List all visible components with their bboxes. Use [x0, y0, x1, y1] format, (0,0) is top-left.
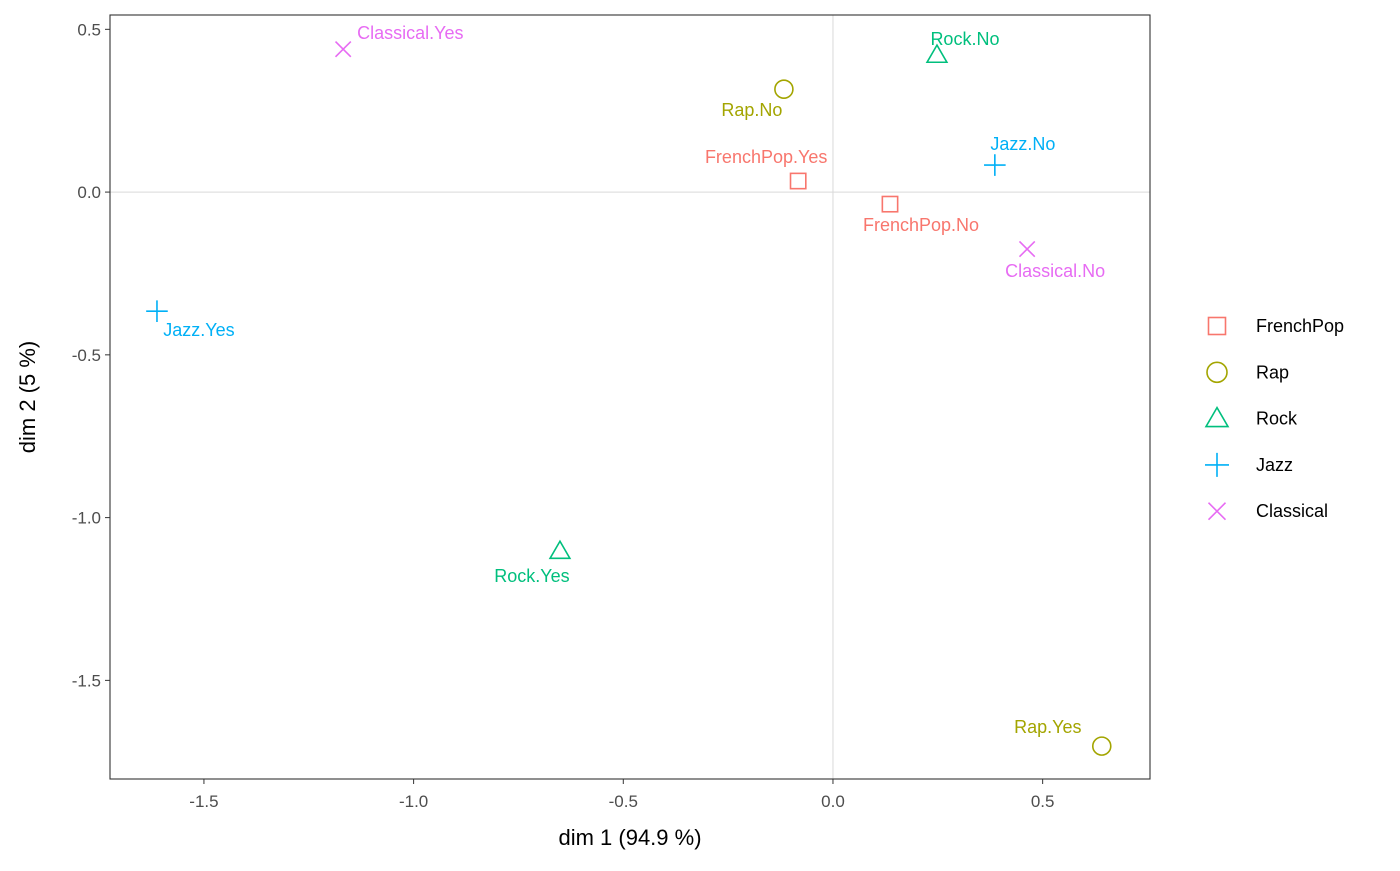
legend-item: FrenchPop: [1207, 316, 1344, 336]
data-point: Rock.No: [925, 29, 999, 64]
legend-label: Classical: [1256, 501, 1328, 521]
point-label: Rap.No: [721, 100, 782, 120]
x-axis: -1.5 -1.0 -0.5 0.0 0.5: [189, 779, 1054, 811]
x-tick-label: 0.5: [1031, 792, 1055, 811]
point-label: Rap.Yes: [1014, 717, 1081, 737]
point-label: Jazz.No: [990, 134, 1055, 154]
legend: FrenchPop Rap Rock Jazz Classical: [1204, 316, 1344, 521]
legend-key: [1205, 452, 1229, 477]
x-tick-label: -0.5: [609, 792, 638, 811]
point-marker: [1018, 240, 1036, 258]
legend-item: Jazz: [1205, 452, 1293, 477]
data-point: FrenchPop.No: [863, 195, 979, 235]
data-point: Classical.Yes: [334, 23, 464, 58]
legend-item: Classical: [1207, 501, 1328, 521]
plot-panel-border: [109, 14, 1151, 780]
point-marker: [774, 79, 794, 100]
x-axis-title: dim 1 (94.9 %): [558, 825, 701, 850]
y-tick-label: 0.0: [77, 183, 101, 202]
point-marker: [925, 43, 949, 64]
y-axis: 0.5 0.0 -0.5 -1.0 -1.5: [72, 20, 110, 690]
point-label: FrenchPop.Yes: [705, 147, 827, 167]
point-label: FrenchPop.No: [863, 215, 979, 235]
point-label: Classical.No: [1005, 261, 1105, 281]
x-tick-label: -1.0: [399, 792, 428, 811]
y-tick-label: -1.0: [72, 509, 101, 528]
data-point: Jazz.Yes: [146, 300, 235, 340]
point-marker: [881, 195, 899, 213]
legend-key: [1204, 406, 1230, 428]
y-tick-label: -0.5: [72, 346, 101, 365]
point-label: Jazz.Yes: [163, 320, 234, 340]
point-marker: [984, 154, 1006, 176]
legend-item: Rock: [1204, 406, 1298, 429]
legend-label: Jazz: [1256, 455, 1293, 475]
point-marker: [146, 300, 168, 323]
data-point: Jazz.No: [984, 134, 1055, 176]
point-label: Rock.Yes: [494, 566, 569, 586]
y-tick-label: 0.5: [77, 20, 101, 39]
points-layer: Classical.Yes Rap.No Rock.No Jazz.No FrenchP…: [146, 23, 1112, 756]
y-tick-label: -1.5: [72, 671, 101, 690]
data-point: FrenchPop.Yes: [705, 147, 827, 190]
x-tick-label: 0.0: [821, 792, 845, 811]
point-marker: [1091, 736, 1112, 756]
data-point: Rap.No: [721, 79, 794, 120]
legend-label: Rap: [1256, 362, 1289, 382]
legend-label: FrenchPop: [1256, 316, 1344, 336]
point-marker: [334, 40, 352, 58]
data-point: Rap.Yes: [1014, 717, 1112, 756]
point-marker: [789, 172, 807, 190]
legend-key: [1207, 316, 1227, 336]
data-point: Classical.No: [1005, 240, 1105, 281]
legend-key: [1206, 361, 1228, 384]
point-label: Classical.Yes: [357, 23, 463, 43]
point-label: Rock.No: [930, 29, 999, 49]
legend-label: Rock: [1256, 409, 1298, 429]
legend-item: Rap: [1206, 361, 1289, 384]
data-point: Rock.Yes: [494, 539, 572, 586]
reference-lines: [110, 15, 1150, 779]
x-tick-label: -1.5: [189, 792, 218, 811]
point-marker: [548, 539, 572, 560]
legend-key: [1207, 502, 1227, 521]
y-axis-title: dim 2 (5 %): [15, 341, 40, 453]
